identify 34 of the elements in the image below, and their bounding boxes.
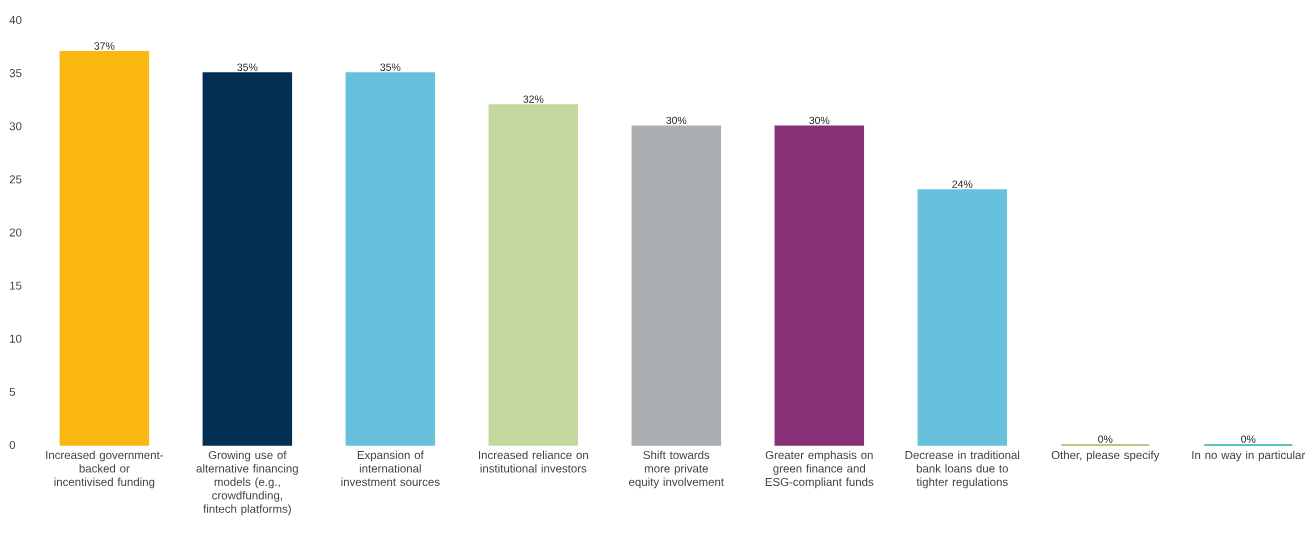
bar: [345, 72, 436, 446]
data-label: 30%: [666, 116, 687, 125]
bar: [488, 104, 579, 446]
x-tick-label: Other, please specify: [1051, 450, 1160, 462]
y-tick-label: 0: [9, 440, 16, 450]
y-tick-label: 25: [9, 175, 22, 184]
data-label: 0%: [1098, 435, 1113, 443]
y-tick-label: 20: [9, 228, 22, 237]
data-label: 37%: [94, 42, 115, 50]
x-tick-label: Expansion of international investment sources: [341, 450, 440, 486]
bar: [202, 72, 293, 446]
data-label: 35%: [380, 63, 401, 71]
bar: [774, 125, 865, 446]
data-label: 24%: [952, 180, 973, 188]
y-tick-label: 10: [10, 334, 22, 343]
bar: [917, 189, 1008, 446]
y-tick-label: 15: [10, 281, 22, 290]
x-tick-label: Increased reliance on institutional investors: [478, 450, 588, 473]
data-label: 35%: [237, 63, 258, 71]
y-tick-label: 30: [9, 122, 22, 131]
x-tick-label: Greater emphasis on green finance and ESG-compliant funds: [765, 450, 874, 489]
x-tick-label: Shift towards more private equity involvement: [629, 450, 724, 489]
bar: [631, 125, 722, 446]
x-tick-label: Growing use of alternative financing models (e.g., crowdfunding, fintech platforms): [196, 450, 298, 516]
y-tick-label: 35: [9, 69, 22, 78]
data-label: 32%: [523, 95, 544, 103]
data-label: 30%: [809, 116, 830, 125]
y-tick-label: 40: [9, 15, 22, 25]
bar: [59, 51, 150, 446]
x-tick-label: Decrease in traditional bank loans due to tighter regulations: [905, 450, 1020, 489]
data-label: 0%: [1241, 435, 1256, 443]
y-tick-label: 5: [9, 387, 16, 396]
x-tick-label: In no way in particular: [1192, 450, 1306, 462]
x-tick-label: Increased government-backed or incentivised funding: [46, 450, 164, 489]
